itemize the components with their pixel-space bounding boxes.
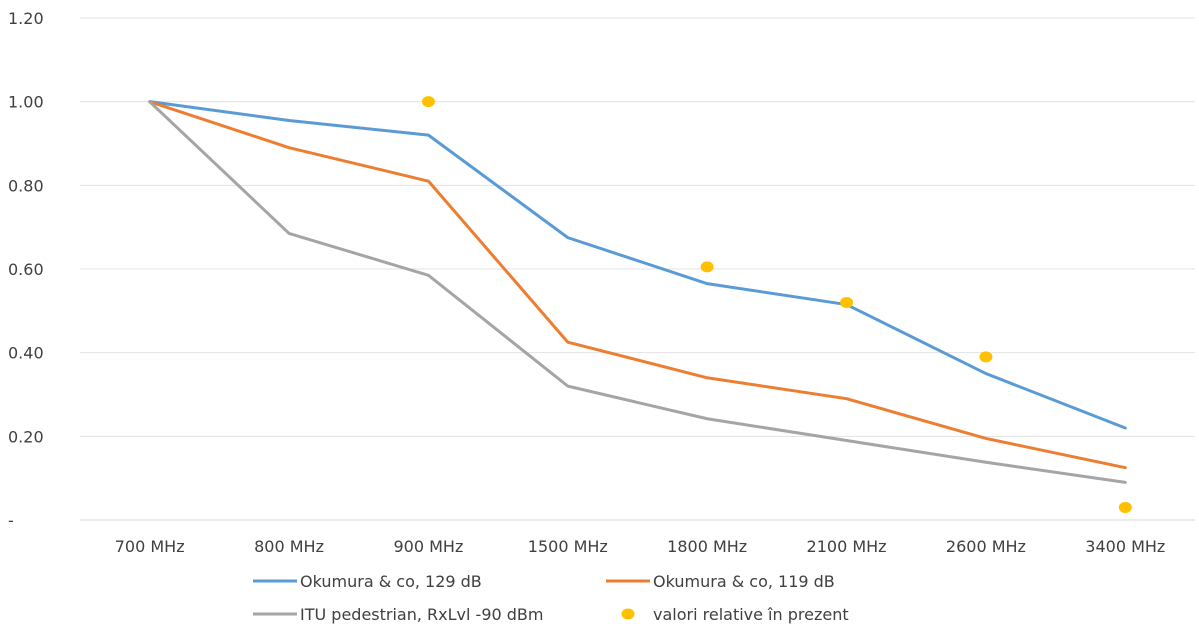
y-tick-label: 1.20 [8,9,44,28]
x-tick-label: 2600 MHz [946,537,1026,556]
legend-label: Okumura & co, 129 dB [300,572,482,591]
series-line [148,100,1127,470]
x-tick-label: 3400 MHz [1085,537,1165,556]
y-tick-label: 0.80 [8,176,44,195]
data-point [1118,501,1132,513]
data-point [700,261,714,273]
y-tick-label: 1.00 [8,93,44,112]
series [148,96,1132,513]
data-point [421,96,435,108]
x-tick-label: 1500 MHz [528,537,608,556]
x-tick-label: 700 MHz [115,537,185,556]
data-point [979,351,993,363]
legend: Okumura & co, 129 dB Okumura & co, 119 dB… [253,572,849,624]
legend-label: ITU pedestrian, RxLvl -90 dBm [300,605,543,624]
data-point [840,296,854,308]
legend-swatch [621,608,635,620]
x-tick-label: 1800 MHz [667,537,747,556]
y-tick-label: 0.20 [8,427,44,446]
gridlines [80,17,1195,521]
x-tick-label: 800 MHz [254,537,324,556]
x-tick-label: 2100 MHz [807,537,887,556]
series-line [148,100,1127,484]
y-tick-label: - [8,511,14,530]
legend-label: Okumura & co, 119 dB [653,572,835,591]
y-tick-label: 0.40 [8,344,44,363]
y-tick-label: 0.60 [8,260,44,279]
legend-label: valori relative în prezent [653,605,849,624]
axes: - 0.20 0.40 0.60 0.80 1.00 1.20 700 MHz 800 MHz 9… [8,9,1165,556]
series-line [148,100,1127,430]
x-tick-label: 900 MHz [394,537,464,556]
